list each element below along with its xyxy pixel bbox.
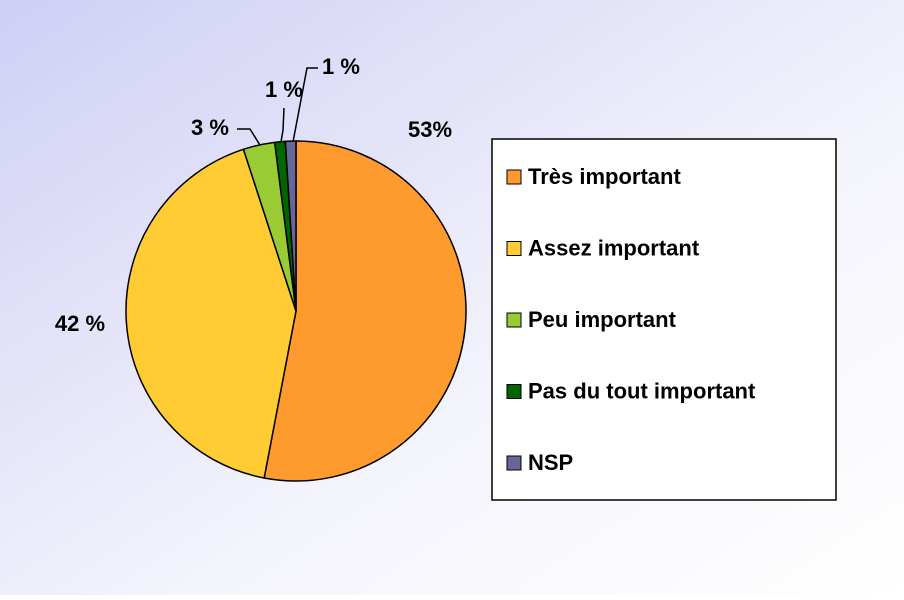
pie-slice xyxy=(125,148,297,479)
data-label: 42 % xyxy=(55,311,105,336)
leader-line xyxy=(280,107,285,143)
legend-label: Pas du tout important xyxy=(528,378,756,403)
legend-box xyxy=(491,138,837,501)
pie-slice xyxy=(263,140,467,482)
leader-line xyxy=(292,67,318,143)
legend-swatch xyxy=(506,455,522,471)
leader-line xyxy=(237,128,264,151)
leader-lines xyxy=(237,67,318,151)
legend-swatch xyxy=(506,241,522,256)
legend-label: Peu important xyxy=(528,307,677,332)
legend-swatch xyxy=(506,384,522,399)
data-label: 1 % xyxy=(265,77,303,102)
pie-slice xyxy=(284,140,297,312)
legend-label: NSP xyxy=(528,450,573,475)
legend-swatch xyxy=(506,169,522,185)
data-label: 53% xyxy=(408,117,452,142)
data-label: 3 % xyxy=(191,115,229,140)
legend-swatch xyxy=(506,312,522,328)
legend-label: Très important xyxy=(528,164,681,189)
data-label: 1 % xyxy=(322,54,360,79)
legend-label: Assez important xyxy=(528,235,700,260)
